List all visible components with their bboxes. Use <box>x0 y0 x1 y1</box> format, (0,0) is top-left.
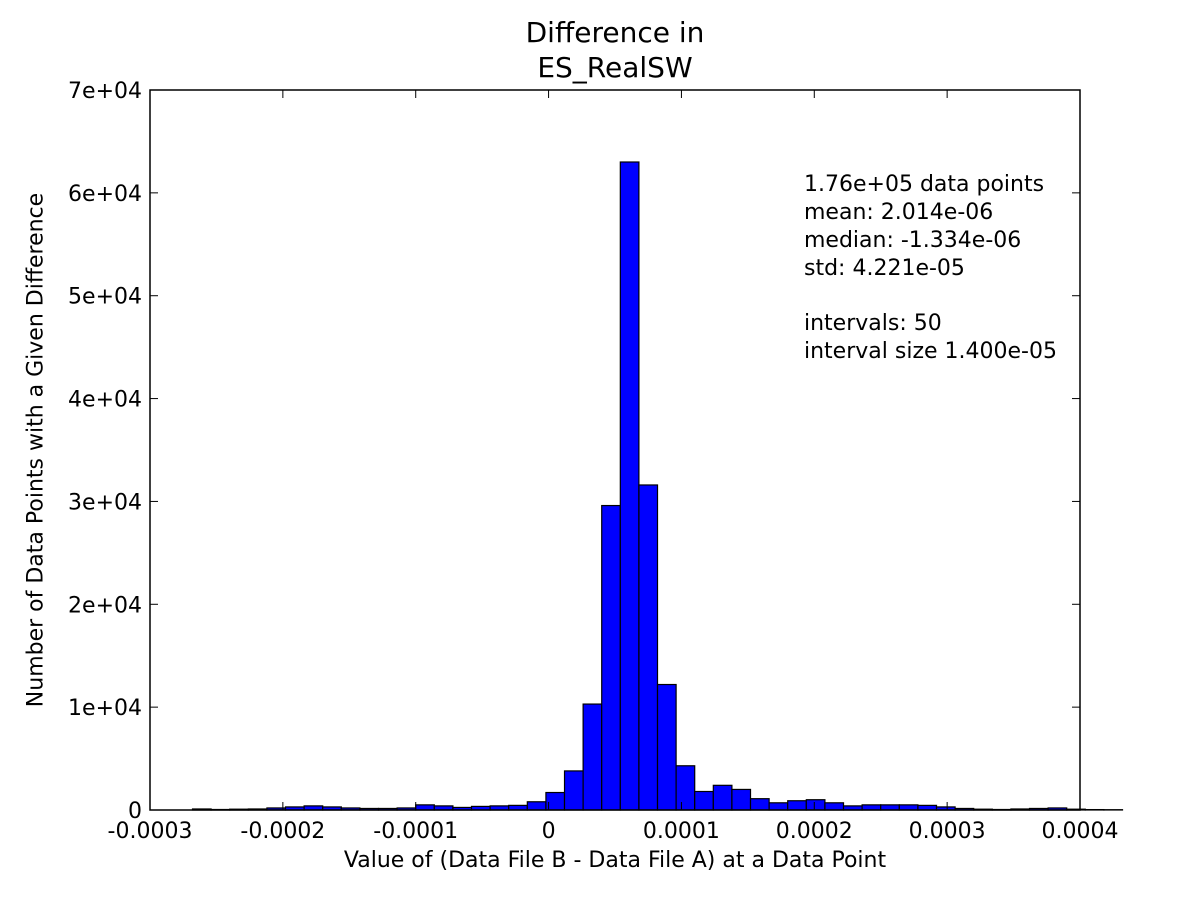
x-tick-label: 0.0002 <box>776 819 853 844</box>
x-tick-label: 0 <box>542 819 556 844</box>
stats-annotation: 1.76e+05 data points mean: 2.014e-06 med… <box>804 171 1057 366</box>
histogram-bar <box>880 804 900 811</box>
tick-labels: -0.0003 -0.0002 -0.0001 0 0.0001 0.0002 0.0003… <box>68 79 1118 844</box>
stats-intervals: intervals: 50 <box>804 311 942 336</box>
y-tick-label: 2e+04 <box>68 593 142 618</box>
plot-frame <box>149 89 1081 811</box>
x-tick-label: 0.0003 <box>909 819 986 844</box>
stats-std: std: 4.221e-05 <box>804 256 965 281</box>
histogram-bar <box>861 804 882 811</box>
stats-interval-size: interval size 1.400e-05 <box>804 339 1057 364</box>
x-tick-label: -0.0002 <box>240 819 325 844</box>
x-tick-label: -0.0003 <box>108 819 193 844</box>
histogram-bar <box>768 802 789 811</box>
histogram-bar <box>712 784 733 811</box>
chart-title-line-1: Difference in <box>525 16 705 49</box>
y-axis-label: Number of Data Points with a Given Diffe… <box>23 192 49 708</box>
histogram-bar <box>731 788 752 811</box>
x-tick-label: -0.0001 <box>373 819 458 844</box>
y-tick-label: 7e+04 <box>68 79 142 104</box>
histogram-bar <box>805 799 826 811</box>
histogram-bar <box>638 484 659 811</box>
histogram-bar <box>694 790 714 811</box>
y-tick-label: 0 <box>128 799 142 824</box>
stats-median: median: -1.334e-06 <box>804 228 1022 253</box>
histogram-bars <box>191 161 1124 811</box>
y-tick-label: 4e+04 <box>68 388 142 413</box>
histogram-bar <box>824 802 845 811</box>
y-tick-label: 1e+04 <box>68 696 142 721</box>
y-tick-label: 3e+04 <box>68 490 142 515</box>
x-tick-label: 0.0004 <box>1042 819 1119 844</box>
x-tick-label: 0.0001 <box>643 819 720 844</box>
histogram-bar <box>787 800 807 811</box>
histogram-bar <box>619 161 640 811</box>
y-tick-label: 5e+04 <box>68 285 142 310</box>
chart-title-line-2: ES_RealSW <box>537 51 693 84</box>
histogram-bar <box>415 804 435 811</box>
histogram-bar <box>675 765 696 811</box>
histogram-bar <box>898 804 919 811</box>
histogram-bar <box>601 504 621 811</box>
x-axis-label: Value of (Data File B - Data File A) at … <box>343 848 887 873</box>
histogram-bar <box>749 798 770 811</box>
stats-points: 1.76e+05 data points <box>804 172 1045 197</box>
stats-mean: mean: 2.014e-06 <box>804 200 994 225</box>
histogram-bar <box>582 703 603 811</box>
histogram-bar <box>656 683 677 811</box>
y-tick-label: 6e+04 <box>68 182 142 207</box>
histogram-bar <box>563 770 584 811</box>
histogram-bar <box>526 801 547 811</box>
